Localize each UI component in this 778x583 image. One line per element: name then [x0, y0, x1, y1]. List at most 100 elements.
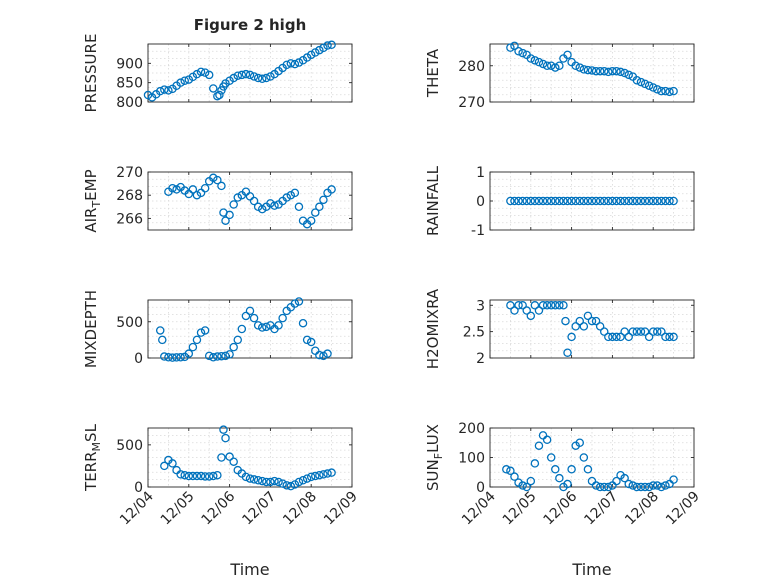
data-point [653, 196, 662, 206]
y-tick-label: 0 [134, 480, 143, 496]
data-point [209, 173, 218, 183]
y-tick-label: 3 [476, 298, 485, 314]
data-point [286, 481, 296, 491]
data-point [155, 86, 165, 96]
data-point [608, 332, 617, 342]
data-point [237, 324, 247, 334]
subplot-5: 0 500 MIXDEPTH [82, 290, 353, 368]
data-point [640, 196, 650, 206]
data-point [143, 90, 153, 100]
y-tick-label: 0 [134, 351, 143, 367]
data-point [164, 86, 173, 95]
data-point [196, 67, 206, 77]
series-points [506, 41, 678, 97]
data-point [644, 332, 654, 342]
data-point [327, 468, 336, 477]
axes-box [147, 427, 353, 488]
data-point [595, 196, 605, 206]
data-point [604, 67, 613, 77]
data-point [192, 335, 202, 345]
data-point [530, 301, 540, 310]
subplot-1: 800 850 900 PRESSURE Figure 2 high [82, 16, 353, 112]
data-point [612, 196, 621, 206]
x-axis-label: Time [229, 560, 269, 579]
data-point [188, 342, 198, 352]
data-point [538, 196, 548, 206]
data-point [669, 332, 678, 342]
subplot-3: 266 268 270 AIRTEMP [82, 165, 353, 233]
series-points [160, 425, 336, 491]
data-point [514, 47, 523, 56]
data-point [229, 73, 238, 83]
data-point [294, 58, 304, 67]
data-point [563, 479, 572, 489]
data-point [253, 73, 263, 83]
data-point [571, 61, 580, 71]
data-point [555, 196, 564, 206]
data-point [172, 353, 181, 362]
data-point [506, 196, 515, 206]
data-point [669, 196, 678, 206]
data-point [518, 481, 527, 490]
y-tick-label: 850 [116, 76, 143, 92]
data-point [620, 473, 629, 483]
data-point [599, 66, 609, 76]
data-point [200, 183, 210, 193]
data-point [506, 43, 515, 52]
grid [490, 300, 694, 358]
data-point [168, 183, 177, 193]
data-point [282, 481, 291, 490]
data-point [624, 196, 633, 206]
data-point [563, 196, 572, 206]
data-point [595, 322, 605, 331]
data-point [253, 476, 263, 485]
data-point [290, 299, 300, 308]
data-point [253, 321, 263, 330]
y-tick-label: -1 [471, 223, 485, 239]
data-point [628, 196, 638, 206]
data-point [632, 482, 642, 492]
data-point [188, 471, 198, 481]
data-point [534, 306, 544, 315]
data-point [278, 479, 287, 488]
y-tick-label: 0 [476, 194, 485, 210]
data-point [209, 471, 218, 481]
data-point [188, 185, 198, 194]
data-point [262, 322, 271, 332]
data-point [616, 332, 625, 342]
data-point [567, 196, 576, 206]
data-point [657, 196, 666, 206]
data-point [644, 482, 654, 492]
data-point [262, 73, 271, 83]
data-point [184, 471, 194, 481]
y-axis-label-subscript: M [90, 442, 103, 452]
y-tick-label: 1 [476, 165, 485, 181]
y-tick-label: 266 [116, 211, 143, 227]
y-axis-label-part: EMP [82, 169, 100, 200]
data-point [219, 425, 228, 434]
data-point [591, 196, 601, 206]
data-point [559, 301, 568, 310]
data-point [534, 196, 544, 206]
data-point [306, 216, 316, 225]
data-point [640, 482, 650, 492]
data-point [522, 482, 531, 492]
data-point [661, 481, 670, 490]
data-point [665, 196, 674, 206]
data-point [518, 196, 527, 206]
data-point [262, 477, 271, 487]
data-point [551, 465, 560, 474]
data-point [221, 216, 230, 225]
data-point [298, 318, 308, 328]
data-point [319, 195, 328, 205]
data-point [274, 477, 283, 487]
data-point [612, 66, 621, 76]
data-point [229, 342, 238, 352]
data-point [561, 316, 570, 326]
data-point [294, 477, 304, 487]
y-axis-label: TERRMSL [82, 423, 103, 492]
data-point [644, 81, 654, 90]
data-point [514, 301, 523, 310]
data-point [204, 351, 214, 361]
